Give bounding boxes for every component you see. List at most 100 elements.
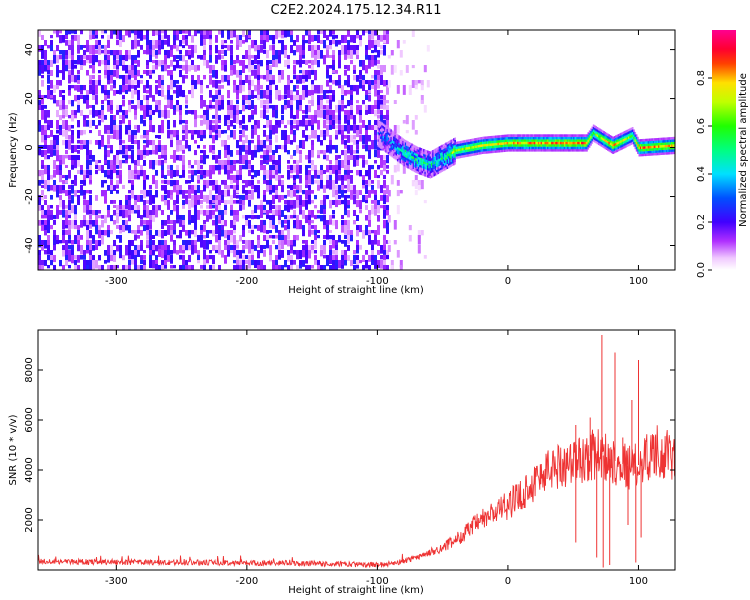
heatmap-cell	[194, 200, 197, 209]
heatmap-cell	[254, 105, 257, 115]
heatmap-cell	[457, 141, 459, 144]
heatmap-cell	[143, 170, 146, 180]
heatmap-cell	[368, 190, 371, 198]
heatmap-cell	[215, 190, 218, 194]
heatmap-cell	[651, 153, 654, 156]
heatmap-cell	[605, 144, 608, 148]
heatmap-cell	[335, 255, 338, 264]
heatmap-cell	[365, 130, 368, 136]
heatmap-cell	[308, 225, 311, 232]
heatmap-cell	[86, 245, 89, 253]
heatmap-cell	[386, 255, 389, 260]
heatmap-cell	[433, 163, 436, 167]
heatmap-cell	[179, 215, 182, 220]
heatmap-cell	[618, 140, 621, 144]
heatmap-cell	[125, 220, 128, 228]
heatmap-cell	[326, 120, 329, 125]
heatmap-cell	[194, 210, 197, 219]
heatmap-cell	[562, 136, 565, 140]
heatmap-cell	[374, 195, 377, 201]
heatmap-cell	[668, 137, 671, 140]
heatmap-cell	[568, 149, 570, 152]
heatmap-cell	[625, 142, 627, 146]
heatmap-cell	[557, 144, 560, 147]
heatmap-cell	[278, 215, 281, 225]
heatmap-cell	[329, 30, 332, 37]
heatmap-cell	[395, 133, 398, 136]
heatmap-cell	[451, 141, 454, 144]
heatmap-cell	[347, 40, 350, 46]
heatmap-cell	[423, 65, 427, 73]
heatmap-cell	[59, 165, 62, 175]
heatmap-cell	[447, 165, 450, 169]
heatmap-cell	[417, 166, 420, 170]
heatmap-cell	[642, 141, 644, 144]
heatmap-cell	[215, 45, 218, 54]
heatmap-cell	[215, 130, 218, 134]
heatmap-cell	[47, 180, 50, 190]
heatmap-cell	[98, 225, 101, 234]
heatmap-cell	[143, 135, 146, 139]
heatmap-cell	[233, 225, 236, 231]
heatmap-cell	[203, 240, 206, 250]
heatmap-cell	[616, 142, 618, 145]
heatmap-cell	[535, 136, 537, 140]
heatmap-cell	[266, 90, 269, 97]
heatmap-cell	[462, 152, 464, 156]
heatmap-cell	[140, 105, 143, 111]
heatmap-cell	[191, 35, 194, 43]
heatmap-cell	[284, 200, 287, 205]
heatmap-cell	[344, 65, 347, 70]
heatmap-cell	[164, 110, 167, 119]
heatmap-cell	[179, 245, 182, 254]
heatmap-cell	[382, 133, 385, 136]
heatmap-cell	[296, 195, 299, 203]
heatmap-cell	[455, 146, 458, 150]
heatmap-cell	[353, 135, 356, 140]
heatmap-cell	[643, 138, 646, 142]
heatmap-cell	[122, 140, 125, 144]
heatmap-cell	[387, 147, 390, 150]
heatmap-cell	[62, 100, 65, 106]
heatmap-cell	[344, 190, 347, 194]
heatmap-cell	[386, 35, 389, 44]
heatmap-cell	[101, 265, 104, 270]
heatmap-cell	[622, 131, 625, 135]
heatmap-cell	[221, 165, 224, 170]
heatmap-cell	[143, 110, 146, 120]
heatmap-cell	[182, 160, 185, 166]
heatmap-cell	[38, 65, 41, 72]
heatmap-cell	[476, 150, 479, 153]
heatmap-cell	[399, 50, 403, 58]
heatmap-cell	[305, 155, 308, 160]
heatmap-cell	[299, 250, 302, 260]
heatmap-cell	[381, 127, 383, 130]
heatmap-cell	[365, 205, 368, 210]
heatmap-cell	[302, 45, 305, 54]
heatmap-cell	[403, 161, 406, 164]
heatmap-cell	[287, 65, 290, 69]
heatmap-cell	[239, 60, 242, 66]
heatmap-cell	[281, 195, 284, 200]
heatmap-cell	[423, 151, 425, 154]
heatmap-cell	[630, 127, 633, 131]
heatmap-cell	[643, 143, 646, 147]
heatmap-cell	[519, 134, 522, 137]
heatmap-cell	[176, 205, 179, 214]
heatmap-cell	[368, 165, 371, 171]
heatmap-cell	[245, 240, 248, 249]
heatmap-cell	[645, 153, 647, 157]
heatmap-cell	[410, 150, 412, 153]
heatmap-cell	[152, 40, 155, 48]
heatmap-cell	[218, 130, 221, 138]
heatmap-cell	[488, 141, 490, 144]
heatmap-cell	[227, 100, 230, 106]
heatmap-cell	[637, 149, 639, 152]
heatmap-cell	[427, 167, 429, 171]
heatmap-cell	[437, 149, 439, 153]
heatmap-cell	[59, 175, 62, 183]
heatmap-cell	[218, 235, 221, 242]
heatmap-cell	[504, 144, 506, 148]
heatmap-cell	[254, 40, 257, 47]
heatmap-cell	[510, 146, 513, 150]
